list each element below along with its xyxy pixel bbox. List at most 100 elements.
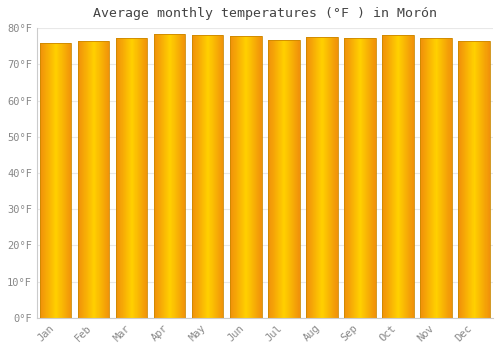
Bar (121, 38, 122, 318)
Bar (108, 41, 109, 318)
Bar (245, 36, 246, 318)
Bar (383, 35, 384, 318)
Bar (192, 35, 224, 318)
Bar (332, 37, 333, 318)
Bar (80, 41, 81, 318)
Bar (364, 38, 365, 318)
Bar (250, 36, 251, 318)
Bar (355, 38, 356, 318)
Bar (125, 38, 126, 318)
Bar (344, 38, 345, 318)
Bar (323, 37, 324, 318)
Bar (278, 40, 280, 318)
Bar (268, 40, 269, 318)
Bar (102, 41, 103, 318)
Bar (50, 43, 51, 318)
Bar (238, 36, 239, 318)
Bar (92, 41, 93, 318)
Bar (401, 35, 402, 318)
Bar (315, 37, 316, 318)
Bar (464, 41, 465, 318)
Bar (207, 35, 208, 318)
Bar (211, 35, 212, 318)
Bar (385, 35, 386, 318)
Bar (424, 38, 425, 318)
Bar (327, 37, 328, 318)
Bar (292, 40, 293, 318)
Bar (88, 41, 89, 318)
Bar (49, 43, 50, 318)
Bar (307, 37, 308, 318)
Bar (146, 38, 147, 318)
Bar (345, 38, 346, 318)
Bar (222, 35, 223, 318)
Bar (64, 43, 65, 318)
Bar (354, 38, 355, 318)
Bar (312, 37, 313, 318)
Bar (319, 37, 320, 318)
Bar (242, 36, 243, 318)
Bar (106, 41, 107, 318)
Bar (471, 41, 472, 318)
Bar (241, 36, 242, 318)
Bar (127, 38, 128, 318)
Bar (351, 38, 352, 318)
Bar (86, 41, 87, 318)
Bar (330, 37, 331, 318)
Bar (436, 38, 437, 318)
Bar (246, 36, 247, 318)
Bar (135, 38, 136, 318)
Bar (370, 38, 371, 318)
Bar (235, 36, 236, 318)
Bar (434, 38, 435, 318)
Bar (283, 40, 284, 318)
Bar (271, 40, 272, 318)
Bar (210, 35, 211, 318)
Bar (277, 40, 278, 318)
Bar (392, 35, 393, 318)
Bar (336, 37, 337, 318)
Bar (237, 36, 238, 318)
Bar (164, 34, 165, 318)
Bar (78, 41, 110, 318)
Bar (253, 36, 254, 318)
Bar (196, 35, 197, 318)
Bar (163, 34, 164, 318)
Bar (45, 43, 46, 318)
Bar (131, 38, 132, 318)
Bar (170, 34, 171, 318)
Bar (411, 35, 412, 318)
Bar (352, 38, 353, 318)
Bar (44, 43, 45, 318)
Bar (348, 38, 349, 318)
Bar (51, 43, 52, 318)
Bar (422, 38, 423, 318)
Bar (174, 34, 175, 318)
Bar (369, 38, 370, 318)
Bar (232, 36, 233, 318)
Bar (441, 38, 442, 318)
Bar (54, 43, 55, 318)
Bar (56, 43, 57, 318)
Bar (356, 38, 357, 318)
Bar (199, 35, 200, 318)
Bar (439, 38, 440, 318)
Bar (268, 40, 300, 318)
Bar (180, 34, 181, 318)
Bar (404, 35, 405, 318)
Bar (331, 37, 332, 318)
Bar (458, 41, 459, 318)
Bar (325, 37, 326, 318)
Bar (124, 38, 125, 318)
Bar (63, 43, 64, 318)
Bar (372, 38, 373, 318)
Bar (289, 40, 290, 318)
Bar (260, 36, 261, 318)
Bar (333, 37, 334, 318)
Bar (409, 35, 410, 318)
Bar (258, 36, 259, 318)
Bar (282, 40, 283, 318)
Bar (254, 36, 255, 318)
Bar (430, 38, 431, 318)
Bar (185, 34, 186, 318)
